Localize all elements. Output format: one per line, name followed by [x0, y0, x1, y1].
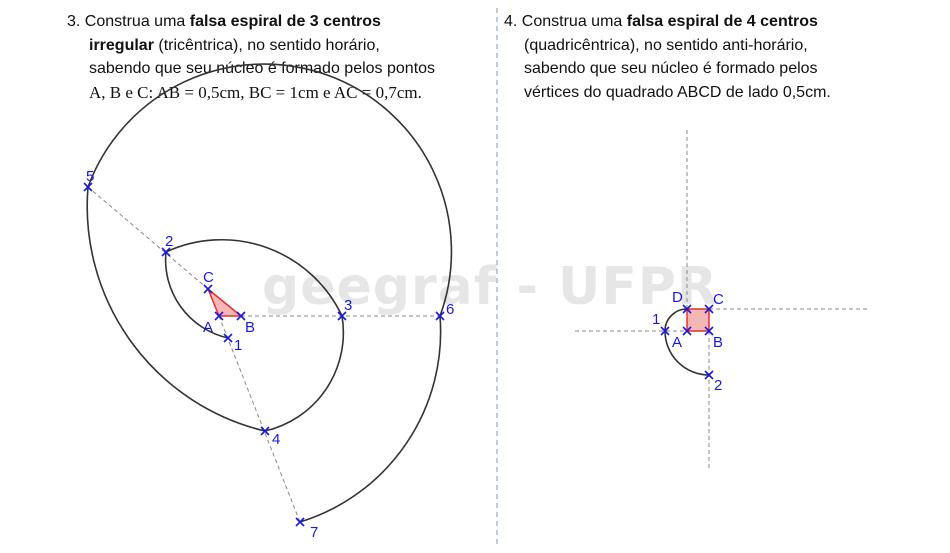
point-d-marker: [682, 304, 692, 314]
point-3-marker: [337, 311, 347, 321]
spiral-arc-4-5: [86, 186, 266, 432]
point-4-marker: [260, 426, 270, 436]
point-b-label: B: [713, 334, 723, 351]
point-2-label: 2: [165, 233, 173, 250]
nucleus-triangle: [207, 288, 244, 317]
problem-4-bold-1: falsa espiral de 4 centros: [626, 13, 818, 30]
point-b-label: B: [245, 319, 255, 336]
problem-4-statement: 4. Construa uma falsa espiral de 4 centr…: [504, 10, 924, 104]
spiral-arc-6-7: [299, 315, 442, 523]
point-c-label: C: [203, 269, 214, 286]
problem-4-text-1: Construa uma: [521, 13, 627, 30]
point-1-marker: [223, 333, 233, 343]
nucleus-square: [686, 308, 710, 332]
spiral-arc-d-1: [664, 308, 688, 332]
spiral-arc-1-2: [164, 251, 229, 339]
point-7-label: 7: [310, 524, 318, 541]
point-c-marker: [203, 284, 213, 294]
point-7-marker: [295, 517, 305, 527]
problem-4-text-4: vértices do quadrado ABCD de lado 0,5cm.: [524, 83, 831, 101]
problem-3-text-3: sabendo que seu núcleo é formado pelos p…: [89, 60, 436, 77]
construction-line-a-7: [218, 315, 301, 523]
point-4-label: 4: [272, 431, 280, 448]
problem-4-text-3: sabendo que seu núcleo é formado pelos: [524, 60, 818, 77]
problem-3-text-1: Construa uma: [84, 13, 190, 30]
problem-4-text-2: (quadricêntrica), no sentido anti-horári…: [524, 36, 808, 54]
point-a-label: A: [672, 334, 682, 351]
point-b-marker: [236, 311, 246, 321]
construction-line-c-5: [87, 186, 209, 290]
problem-3-bold-1: falsa espiral de 3 centros: [189, 13, 381, 30]
point-b-marker: [704, 326, 714, 336]
problem-3-bold-2: irregular: [89, 36, 154, 54]
point-2-label: 2: [714, 377, 722, 394]
point-c-label: C: [713, 291, 724, 308]
problem-3-text-2: (tricêntrica), no sentido horário,: [153, 36, 380, 54]
point-6-label: 6: [446, 301, 454, 318]
point-1-marker: [660, 326, 670, 336]
spiral-arc-1-2: [664, 330, 710, 376]
point-3-label: 3: [344, 297, 352, 314]
problem-4-number: 4.: [504, 13, 518, 30]
point-a-marker: [682, 326, 692, 336]
point-1-label: 1: [652, 311, 660, 328]
spiral-arc-2-3: [165, 238, 343, 317]
point-c-marker: [704, 304, 714, 314]
figure-3-spiral: A B C 1 2 3 4 5 6 7: [83, 63, 454, 541]
point-5-label: 5: [86, 168, 94, 185]
spiral-arc-3-4: [264, 315, 345, 432]
point-d-label: D: [672, 289, 683, 306]
point-a-marker: [214, 311, 224, 321]
point-a-label: A: [203, 319, 213, 336]
point-5-marker: [83, 182, 93, 192]
point-2-marker: [704, 370, 714, 380]
point-1-label: 1: [234, 337, 242, 354]
figure-4-spiral: A B C D 1 2: [575, 130, 868, 470]
problem-3-number: 3.: [67, 13, 81, 30]
point-2-marker: [161, 247, 171, 257]
spiral-arc-5-6: [87, 63, 453, 317]
point-6-marker: [435, 311, 445, 321]
